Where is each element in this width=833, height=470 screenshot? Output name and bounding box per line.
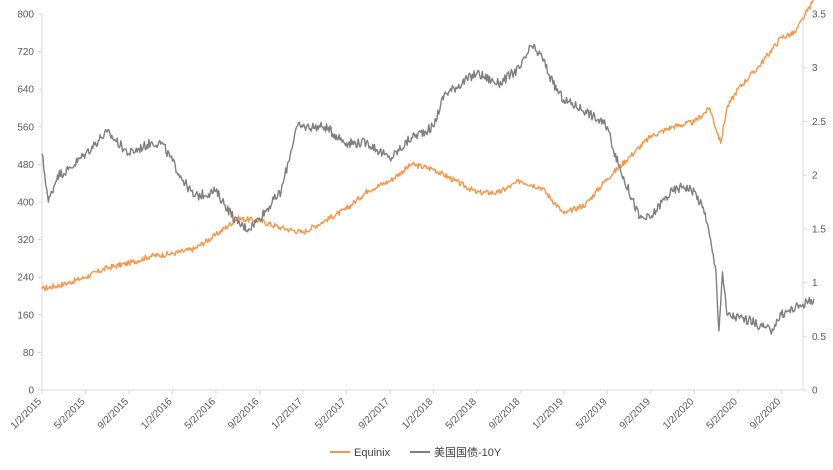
legend: Equinix 美国国债-10Y (330, 445, 502, 459)
x-tick-label: 1/2/2015 (9, 396, 45, 432)
right-tick-label: 0 (812, 386, 818, 397)
left-tick-label: 560 (17, 122, 34, 133)
x-axis: 1/2/2015 5/2/2015 9/2/2015 1/2/2016 5/2/2016… (9, 389, 803, 432)
x-tick-label: 1/2/2018 (400, 396, 436, 432)
right-tick-label: 1 (812, 278, 818, 289)
right-tick-label: 3.5 (812, 10, 826, 21)
legend-label: Equinix (354, 447, 391, 459)
x-tick-label: 5/2/2019 (574, 396, 610, 432)
right-tick-label: 2 (812, 171, 818, 182)
x-tick-label: 9/2/2020 (748, 396, 784, 432)
right-y-axis: 0 0.5 1 1.5 2 2.5 3 3.5 (802, 10, 826, 397)
left-tick-label: 80 (23, 348, 35, 359)
legend-label: 美国国债-10Y (434, 445, 502, 459)
series-line-treasury-10y (41, 43, 815, 335)
x-tick-label: 5/2/2020 (705, 396, 741, 432)
x-tick-label: 1/2/2017 (270, 396, 306, 432)
left-tick-label: 800 (17, 10, 34, 21)
x-tick-label: 9/2/2018 (487, 396, 523, 432)
left-tick-label: 720 (17, 47, 34, 58)
right-tick-label: 3 (812, 63, 818, 74)
series-lines (41, 0, 815, 335)
x-tick-label: 1/2/2019 (531, 396, 567, 432)
left-tick-label: 320 (17, 235, 34, 246)
x-tick-label: 9/2/2016 (226, 396, 262, 432)
right-tick-label: 1.5 (812, 224, 826, 235)
left-tick-label: 480 (17, 160, 34, 171)
left-tick-label: 400 (17, 198, 34, 209)
x-tick-label: 9/2/2015 (96, 396, 132, 432)
series-line-equinix (41, 0, 815, 292)
right-tick-label: 0.5 (812, 332, 826, 343)
x-tick-label: 5/2/2016 (183, 396, 219, 432)
x-tick-label: 5/2/2018 (444, 396, 480, 432)
x-tick-label: 5/2/2017 (313, 396, 349, 432)
x-tick-label: 9/2/2017 (357, 396, 393, 432)
left-tick-label: 240 (17, 273, 34, 284)
x-tick-label: 5/2/2015 (52, 396, 88, 432)
left-y-axis: 0 80 160 240 320 400 480 560 640 720 800 (17, 10, 43, 397)
left-tick-label: 640 (17, 85, 34, 96)
left-tick-label: 160 (17, 310, 34, 321)
left-tick-label: 0 (28, 386, 34, 397)
x-tick-label: 9/2/2019 (618, 396, 654, 432)
right-tick-label: 2.5 (812, 117, 826, 128)
x-tick-label: 1/2/2020 (661, 396, 697, 432)
x-tick-label: 1/2/2016 (139, 396, 175, 432)
